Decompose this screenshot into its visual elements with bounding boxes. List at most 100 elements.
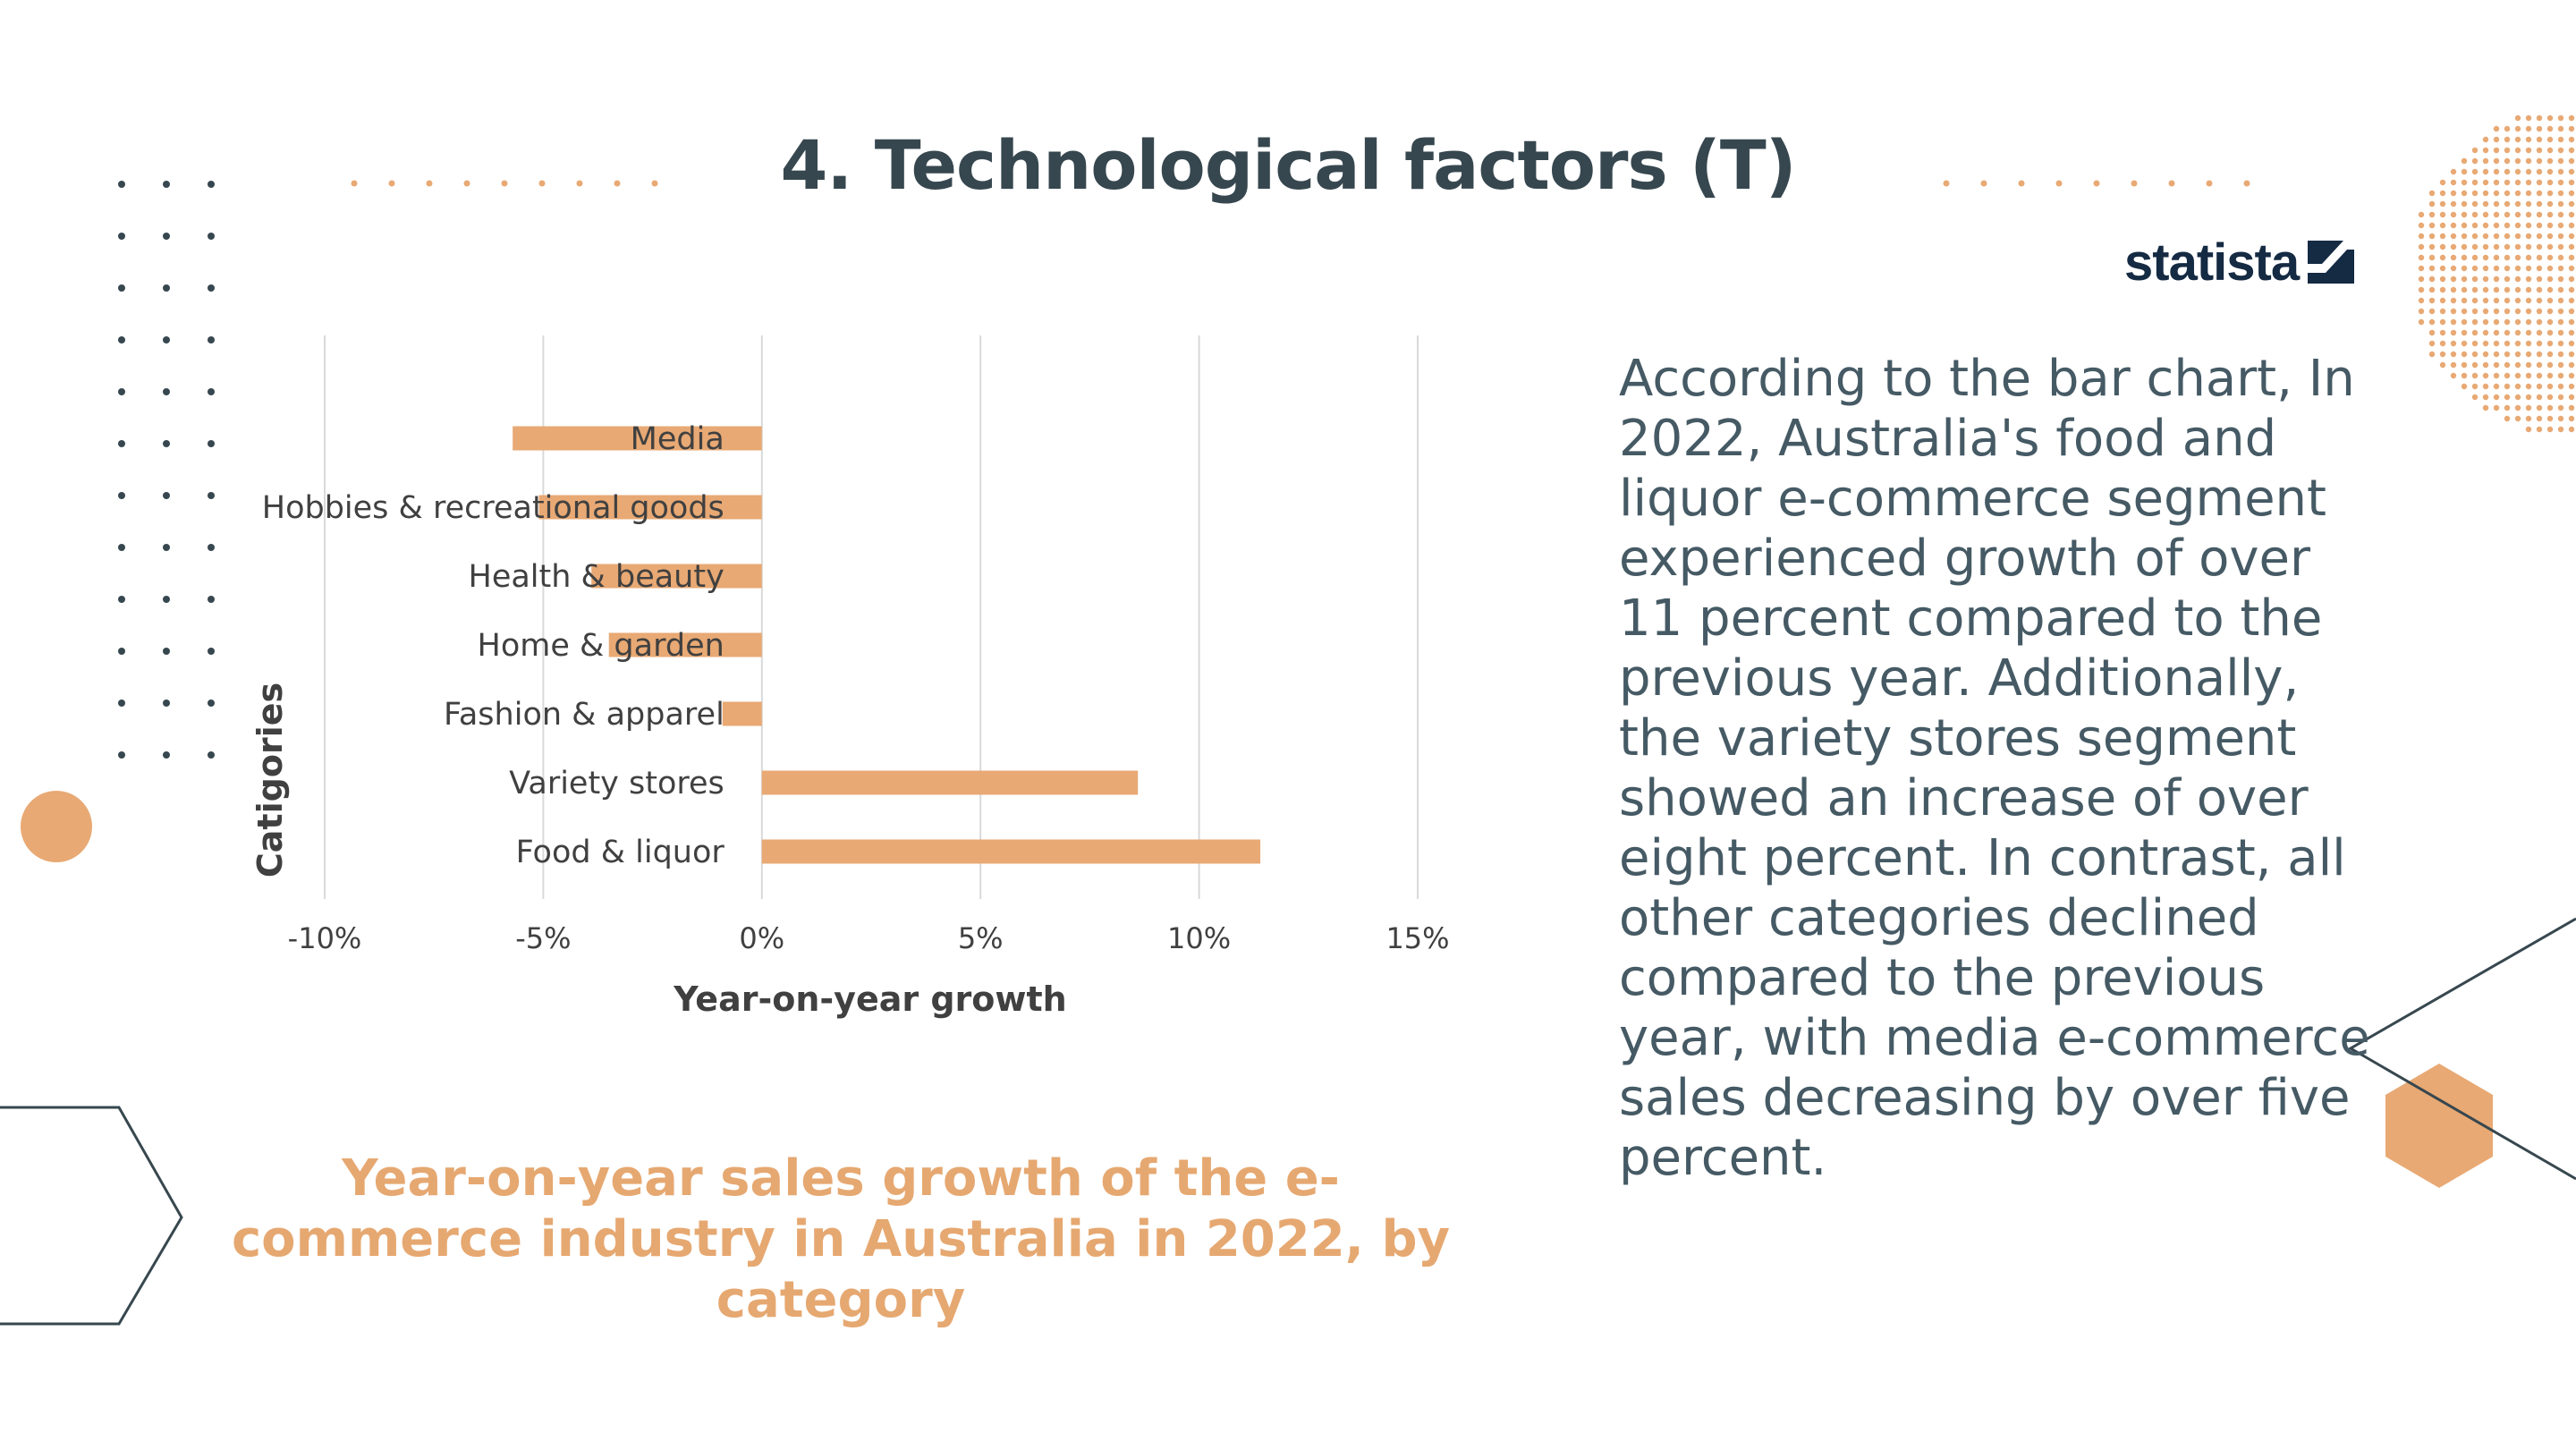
dot: [2546, 233, 2554, 240]
dot: [2536, 329, 2543, 336]
dot: [2439, 243, 2446, 250]
dot: [2536, 318, 2543, 326]
dot: [2493, 179, 2500, 186]
dot: [2525, 372, 2532, 379]
dot: [2493, 254, 2500, 261]
dot: [2536, 286, 2543, 293]
dot: [2493, 404, 2500, 411]
dot: [2504, 233, 2511, 240]
dot: [2546, 404, 2554, 411]
dot: [2418, 265, 2425, 272]
dot: [2450, 211, 2457, 218]
dot: [2450, 254, 2457, 261]
dot: [2471, 383, 2479, 390]
dot: [2525, 157, 2532, 165]
dot: [2428, 190, 2436, 197]
dot: [2206, 180, 2213, 187]
dot: [2525, 114, 2532, 122]
dot: [2093, 180, 2100, 187]
dot: [2536, 394, 2543, 401]
dot: [2461, 351, 2468, 358]
dot: [2493, 200, 2500, 208]
dot: [2493, 157, 2500, 165]
statista-logo: statista: [2124, 231, 2355, 293]
dot: [2450, 168, 2457, 175]
dot: [2514, 157, 2521, 165]
dot: [2504, 318, 2511, 326]
dot: [2546, 383, 2554, 390]
dot: [2514, 394, 2521, 401]
dot: [2525, 179, 2532, 186]
dot: [2557, 136, 2564, 143]
dot: [2525, 297, 2532, 304]
dot: [2514, 125, 2521, 132]
dot: [2482, 168, 2489, 175]
dot: [2557, 254, 2564, 261]
dot: [2504, 179, 2511, 186]
dot: [2557, 265, 2564, 272]
dot: [2482, 394, 2489, 401]
dot: [2568, 383, 2575, 390]
dot: [2450, 222, 2457, 229]
dot: [2504, 125, 2511, 132]
dot: [2514, 211, 2521, 218]
dot: [2557, 372, 2564, 379]
dot: [2514, 276, 2521, 283]
dot: [208, 700, 215, 707]
dot: [2525, 426, 2532, 433]
dot: [2568, 308, 2575, 315]
bar: [761, 770, 1139, 795]
dot: [1943, 180, 1950, 187]
dot: [2461, 265, 2468, 272]
dot: [2450, 340, 2457, 347]
dot: [2557, 200, 2564, 208]
dot: [2536, 340, 2543, 347]
dot: [2471, 372, 2479, 379]
category-label: Hobbies & recreational goods: [262, 490, 724, 526]
dot: [2493, 190, 2500, 197]
dot: [2536, 222, 2543, 229]
dot: [2568, 114, 2575, 122]
dot: [2557, 222, 2564, 229]
dot: [2461, 254, 2468, 261]
dot: [118, 492, 125, 499]
dot: [2536, 276, 2543, 283]
dot: [2493, 308, 2500, 315]
dot: [2536, 243, 2543, 250]
dot: [2482, 200, 2489, 208]
dot: [2536, 404, 2543, 411]
dot: [2493, 265, 2500, 272]
category-label: Health & beauty: [469, 559, 724, 595]
dot: [2461, 361, 2468, 369]
dot: [118, 648, 125, 655]
dot: [118, 284, 125, 292]
dot: [2557, 394, 2564, 401]
dot: [2439, 190, 2446, 197]
dot: [163, 181, 170, 188]
dot: [2514, 222, 2521, 229]
dot: [2471, 147, 2479, 154]
dot: [2504, 254, 2511, 261]
dot: [2568, 415, 2575, 422]
dot: [2568, 168, 2575, 175]
dot: [2568, 297, 2575, 304]
bar: [761, 839, 1261, 864]
dot: [2514, 136, 2521, 143]
dot: [2428, 222, 2436, 229]
dot: [2428, 211, 2436, 218]
dot: [2546, 243, 2554, 250]
dot: [2546, 329, 2554, 336]
dot: [2439, 233, 2446, 240]
dot: [2557, 351, 2564, 358]
dot: [2536, 426, 2543, 433]
dot: [2450, 351, 2457, 358]
x-tick-label: 10%: [1167, 921, 1231, 955]
dot: [2168, 180, 2175, 187]
category-labels: Media Hobbies & recreational goods Health …: [262, 421, 725, 870]
dot: [2546, 254, 2554, 261]
dot: [2471, 211, 2479, 218]
dot: [2546, 276, 2554, 283]
dot: [576, 180, 583, 187]
dot: [2536, 265, 2543, 272]
dot: [2514, 351, 2521, 358]
